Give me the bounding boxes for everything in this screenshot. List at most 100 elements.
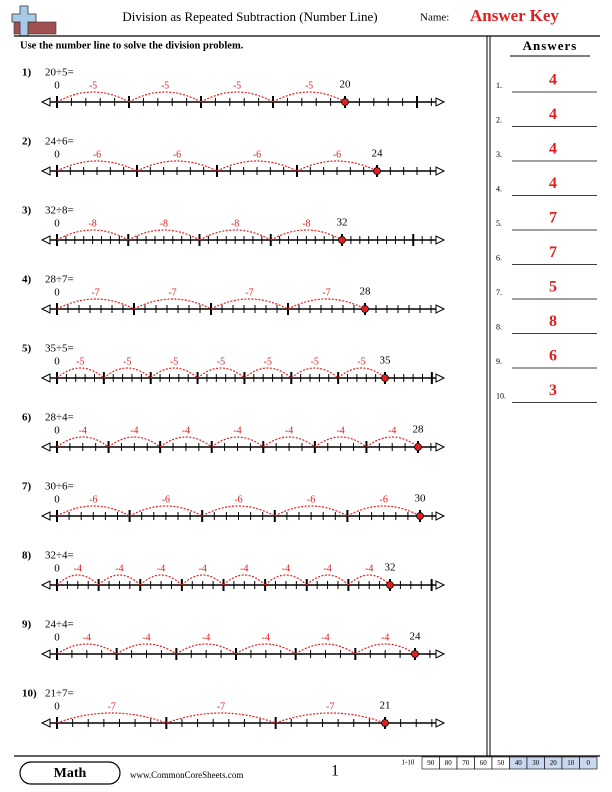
jump-arc bbox=[197, 367, 245, 379]
arrow-left bbox=[40, 718, 51, 728]
problem-question: 28÷4= bbox=[45, 412, 74, 424]
end-label: 32 bbox=[337, 217, 348, 229]
jump-label: -4 bbox=[79, 425, 87, 436]
jump-label: -4 bbox=[83, 632, 91, 643]
problem-question: 28÷7= bbox=[45, 274, 74, 286]
problem-question: 32÷4= bbox=[45, 550, 74, 562]
jump-arc bbox=[210, 298, 289, 310]
jump-arc bbox=[98, 574, 141, 586]
jump-label: -8 bbox=[231, 218, 239, 229]
jump-label: -6 bbox=[162, 494, 170, 505]
answer-number: 10. bbox=[496, 391, 506, 400]
jump-label: -6 bbox=[333, 149, 341, 160]
title: Division as Repeated Subtraction (Number… bbox=[122, 9, 377, 24]
answer-value: 3 bbox=[549, 382, 557, 399]
jump-label: -7 bbox=[168, 287, 176, 298]
start-label: 0 bbox=[54, 287, 60, 299]
score-range: 1-10 bbox=[402, 759, 415, 767]
arrow-right bbox=[435, 373, 446, 383]
end-label: 28 bbox=[360, 286, 372, 298]
score-cell bbox=[579, 756, 598, 770]
jump-arc bbox=[150, 367, 198, 379]
end-label: 24 bbox=[410, 631, 422, 643]
jump-label: -4 bbox=[336, 425, 344, 436]
end-dot bbox=[381, 719, 389, 727]
arrow-right bbox=[435, 97, 446, 107]
jump-label: -5 bbox=[357, 356, 365, 367]
jump-arc bbox=[56, 574, 100, 586]
arrow-left bbox=[40, 166, 51, 176]
jump-label: -4 bbox=[202, 632, 210, 643]
jump-arc bbox=[175, 643, 237, 655]
jump-label: -6 bbox=[89, 494, 97, 505]
arrow-left bbox=[40, 304, 51, 314]
problem-number: 1) bbox=[22, 67, 32, 79]
jump-label: -5 bbox=[89, 80, 97, 91]
start-label: 0 bbox=[54, 632, 60, 644]
jump-arc bbox=[244, 367, 292, 379]
end-dot bbox=[338, 236, 346, 244]
end-dot bbox=[414, 443, 422, 451]
jump-arc bbox=[295, 643, 356, 655]
arrow-left bbox=[40, 442, 51, 452]
jump-label: -4 bbox=[240, 563, 248, 574]
jump-arc bbox=[181, 574, 224, 586]
jump-arc bbox=[129, 505, 203, 517]
score-value: 20 bbox=[550, 759, 558, 767]
end-label: 28 bbox=[413, 424, 425, 436]
start-label: 0 bbox=[54, 356, 60, 368]
problem-question: 35÷5= bbox=[45, 343, 74, 355]
start-label: 0 bbox=[54, 80, 60, 92]
jump-label: -7 bbox=[245, 287, 253, 298]
jump-label: -7 bbox=[322, 287, 330, 298]
jump-arc bbox=[166, 712, 276, 724]
jump-label: -7 bbox=[326, 701, 334, 712]
jump-arc bbox=[56, 436, 109, 448]
jump-arc bbox=[270, 229, 343, 241]
jump-label: -4 bbox=[142, 632, 150, 643]
answer-number: 8. bbox=[496, 322, 502, 331]
answer-number: 3. bbox=[496, 150, 502, 159]
jump-label: -4 bbox=[233, 425, 241, 436]
score-value: 70 bbox=[462, 759, 470, 767]
arrow-left bbox=[40, 580, 51, 590]
jump-arc bbox=[56, 91, 130, 103]
jump-arc bbox=[127, 229, 200, 241]
arrow-left bbox=[40, 97, 51, 107]
problem-number: 9) bbox=[22, 619, 32, 631]
end-label: 35 bbox=[380, 355, 392, 367]
jump-arc bbox=[56, 160, 138, 172]
answer-number: 2. bbox=[496, 115, 502, 124]
jump-label: -4 bbox=[182, 425, 190, 436]
start-label: 0 bbox=[54, 701, 60, 713]
jump-label: -4 bbox=[381, 632, 389, 643]
jump-arc bbox=[262, 436, 316, 448]
problem-number: 3) bbox=[22, 205, 32, 217]
jump-label: -8 bbox=[302, 218, 310, 229]
jump-label: -4 bbox=[115, 563, 123, 574]
answer-value: 6 bbox=[549, 348, 557, 365]
jump-arc bbox=[223, 574, 266, 586]
problem-question: 30÷6= bbox=[45, 481, 74, 493]
jump-arc bbox=[366, 436, 419, 448]
end-label: 20 bbox=[340, 79, 352, 91]
jump-arc bbox=[116, 643, 177, 655]
jump-arc bbox=[56, 643, 118, 655]
jump-arc bbox=[216, 160, 298, 172]
jump-label: -5 bbox=[305, 80, 313, 91]
arrow-right bbox=[435, 511, 446, 521]
jump-arc bbox=[235, 643, 297, 655]
jump-label: -5 bbox=[233, 80, 241, 91]
jump-label: -5 bbox=[311, 356, 319, 367]
arrow-right bbox=[435, 718, 446, 728]
url: www.CommonCoreSheets.com bbox=[130, 770, 243, 780]
start-label: 0 bbox=[54, 425, 60, 437]
jump-arc bbox=[347, 505, 421, 517]
jump-arc bbox=[159, 436, 213, 448]
jump-arc bbox=[274, 505, 348, 517]
jump-label: -7 bbox=[107, 701, 115, 712]
jump-arc bbox=[56, 712, 167, 724]
end-label: 30 bbox=[415, 493, 427, 505]
jump-label: -5 bbox=[76, 356, 84, 367]
